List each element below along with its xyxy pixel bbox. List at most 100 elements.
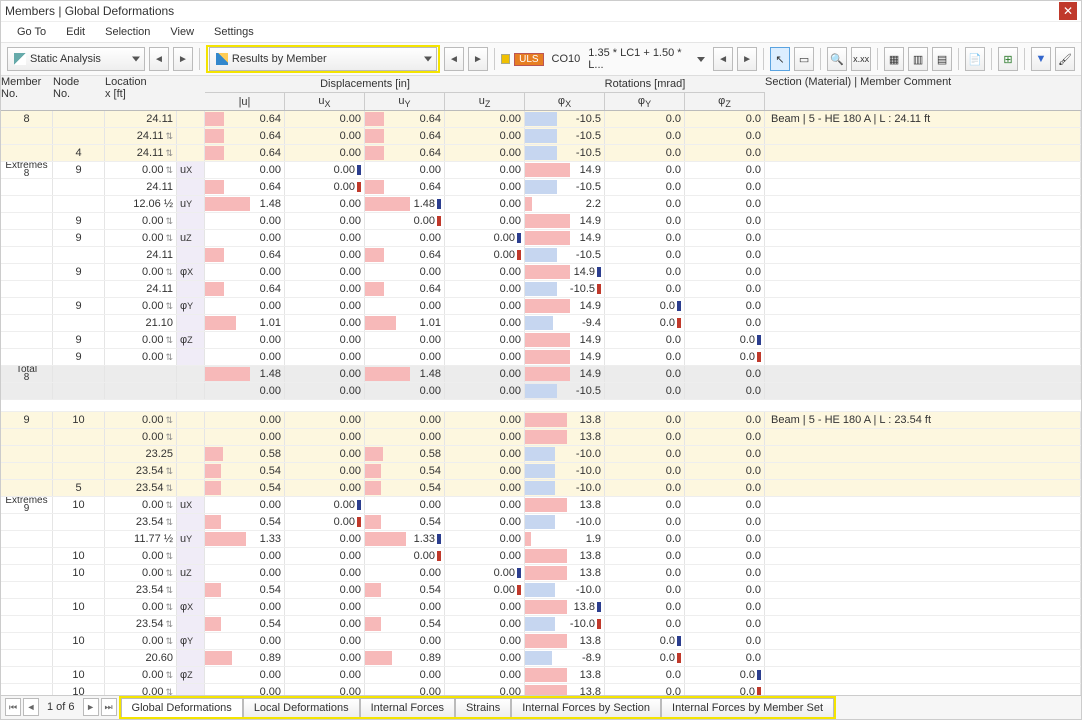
- ux-cell: 0.00: [285, 497, 365, 513]
- prev-page-button[interactable]: ◄: [23, 698, 39, 716]
- py-cell: 0.0: [605, 548, 685, 564]
- excel-export-icon[interactable]: ⊞: [998, 47, 1018, 71]
- table-row[interactable]: 0.00 ⇅0.000.000.000.0013.80.00.0: [1, 429, 1081, 446]
- table-row[interactable]: 23.54 ⇅0.540.000.540.00-10.00.00.0: [1, 463, 1081, 480]
- px-cell: 13.8: [525, 599, 605, 615]
- uz-cell: 0.00: [445, 480, 525, 496]
- layout3-icon[interactable]: ▤: [932, 47, 952, 71]
- report-icon[interactable]: 📄: [965, 47, 985, 71]
- table-row[interactable]: 100.00 ⇅φY0.000.000.000.0013.80.00.0: [1, 633, 1081, 650]
- paint-icon[interactable]: 🖌: [1055, 47, 1075, 71]
- grid-header: MemberNo. NodeNo. Locationx [ft] Displac…: [1, 76, 1081, 111]
- table-row[interactable]: Extremes9100.00 ⇅uX0.000.000.000.0013.80…: [1, 497, 1081, 514]
- menu-settings[interactable]: Settings: [206, 24, 262, 40]
- table-row[interactable]: 9100.00 ⇅0.000.000.000.0013.80.00.0Beam …: [1, 412, 1081, 429]
- layout1-icon[interactable]: ▦: [884, 47, 904, 71]
- menu-view[interactable]: View: [162, 24, 202, 40]
- location-cell: 0.00 ⇅: [105, 162, 177, 178]
- uy-cell: 0.00: [365, 162, 445, 178]
- next-analysis-button[interactable]: ►: [173, 47, 193, 71]
- find-tool-icon[interactable]: 🔍: [827, 47, 847, 71]
- analysis-type-select[interactable]: Static Analysis: [7, 47, 145, 71]
- location-cell: 0.00 ⇅: [105, 497, 177, 513]
- tab-global-deformations[interactable]: Global Deformations: [121, 698, 243, 717]
- table-row[interactable]: 24.11 ⇅0.640.000.640.00-10.50.00.0: [1, 128, 1081, 145]
- location-cell: 0.00 ⇅: [105, 633, 177, 649]
- table-row[interactable]: 90.00 ⇅φX0.000.000.000.0014.90.00.0: [1, 264, 1081, 281]
- table-row[interactable]: Total81.480.001.480.0014.90.00.0: [1, 366, 1081, 383]
- row-label-cell: uZ: [177, 230, 205, 246]
- px-cell: 13.8: [525, 548, 605, 564]
- table-row[interactable]: 523.54 ⇅0.540.000.540.00-10.00.00.0: [1, 480, 1081, 497]
- table-row[interactable]: 90.00 ⇅0.000.000.000.0014.90.00.0: [1, 349, 1081, 366]
- table-row[interactable]: 90.00 ⇅0.000.000.000.0014.90.00.0: [1, 213, 1081, 230]
- table-row[interactable]: 100.00 ⇅uZ0.000.000.000.0013.80.00.0: [1, 565, 1081, 582]
- next-result-button[interactable]: ►: [468, 47, 488, 71]
- table-row[interactable]: Extremes890.00 ⇅uX0.000.000.000.0014.90.…: [1, 162, 1081, 179]
- prev-combo-button[interactable]: ◄: [713, 47, 733, 71]
- tab-internal-forces[interactable]: Internal Forces: [360, 698, 455, 717]
- decimals-tool-icon[interactable]: x.xx: [851, 47, 871, 71]
- close-button[interactable]: ✕: [1059, 2, 1077, 20]
- table-row[interactable]: 424.11 ⇅0.640.000.640.00-10.50.00.0: [1, 145, 1081, 162]
- pointer-tool-icon[interactable]: ↖: [770, 47, 790, 71]
- select-tool-icon[interactable]: ▭: [794, 47, 814, 71]
- first-page-button[interactable]: ⏮: [5, 698, 21, 716]
- table-row[interactable]: 21.101.010.001.010.00-9.40.00.0: [1, 315, 1081, 332]
- member-cell: [1, 247, 53, 263]
- uz-cell: 0.00: [445, 315, 525, 331]
- tab-local-deformations[interactable]: Local Deformations: [243, 698, 360, 717]
- u-cell: 1.01: [205, 315, 285, 331]
- table-row[interactable]: 24.110.640.000.640.00-10.50.00.0: [1, 247, 1081, 264]
- next-page-button[interactable]: ►: [83, 698, 99, 716]
- member-cell: [1, 230, 53, 246]
- px-cell: -8.9: [525, 650, 605, 666]
- table-row[interactable]: 11.77 ½uY1.330.001.330.001.90.00.0: [1, 531, 1081, 548]
- px-cell: -10.0: [525, 616, 605, 632]
- grid-body[interactable]: 824.110.640.000.640.00-10.50.00.0Beam | …: [1, 111, 1081, 695]
- tab-strains[interactable]: Strains: [455, 698, 511, 717]
- uy-cell: 0.64: [365, 247, 445, 263]
- table-row[interactable]: 23.54 ⇅0.540.000.540.00-10.00.00.0: [1, 582, 1081, 599]
- table-row[interactable]: 0.000.000.000.00-10.50.00.0: [1, 383, 1081, 400]
- table-row[interactable]: 100.00 ⇅φZ0.000.000.000.0013.80.00.0: [1, 667, 1081, 684]
- prev-result-button[interactable]: ◄: [444, 47, 464, 71]
- results-by-select[interactable]: Results by Member: [209, 47, 437, 71]
- table-row[interactable]: 100.00 ⇅0.000.000.000.0013.80.00.0: [1, 548, 1081, 565]
- table-row[interactable]: 90.00 ⇅uZ0.000.000.000.0014.90.00.0: [1, 230, 1081, 247]
- member-cell: [1, 298, 53, 314]
- table-row[interactable]: 24.110.640.000.640.00-10.50.00.0: [1, 281, 1081, 298]
- location-cell: [105, 366, 177, 382]
- px-cell: 14.9: [525, 332, 605, 348]
- ux-cell: 0.00: [285, 463, 365, 479]
- table-row[interactable]: 100.00 ⇅φX0.000.000.000.0013.80.00.0: [1, 599, 1081, 616]
- table-row[interactable]: 20.600.890.000.890.00-8.90.00.0: [1, 650, 1081, 667]
- table-row[interactable]: 100.00 ⇅0.000.000.000.0013.80.00.0: [1, 684, 1081, 695]
- prev-analysis-button[interactable]: ◄: [149, 47, 169, 71]
- row-label-cell: uX: [177, 497, 205, 513]
- menu-selection[interactable]: Selection: [97, 24, 158, 40]
- table-row[interactable]: 24.110.640.000.640.00-10.50.00.0: [1, 179, 1081, 196]
- uz-cell: 0.00: [445, 128, 525, 144]
- menu-goto[interactable]: Go To: [9, 24, 54, 40]
- row-label-cell: [177, 616, 205, 632]
- last-page-button[interactable]: ⏭: [101, 698, 117, 716]
- tab-internal-forces-by-section[interactable]: Internal Forces by Section: [511, 698, 661, 717]
- location-cell: 0.00 ⇅: [105, 565, 177, 581]
- table-row[interactable]: 23.54 ⇅0.540.000.540.00-10.00.00.0: [1, 616, 1081, 633]
- filter-icon[interactable]: ▼: [1031, 47, 1051, 71]
- uy-cell: 0.00: [365, 548, 445, 564]
- u-cell: 0.00: [205, 412, 285, 428]
- table-row[interactable]: 12.06 ½uY1.480.001.480.002.20.00.0: [1, 196, 1081, 213]
- table-row[interactable]: 90.00 ⇅φY0.000.000.000.0014.90.00.0: [1, 298, 1081, 315]
- table-row[interactable]: 824.110.640.000.640.00-10.50.00.0Beam | …: [1, 111, 1081, 128]
- menu-edit[interactable]: Edit: [58, 24, 93, 40]
- tab-internal-forces-by-member-set[interactable]: Internal Forces by Member Set: [661, 698, 834, 717]
- node-cell: [53, 650, 105, 666]
- table-row[interactable]: 23.54 ⇅0.540.000.540.00-10.00.00.0: [1, 514, 1081, 531]
- layout2-icon[interactable]: ▥: [908, 47, 928, 71]
- footer-bar: ⏮ ◄ 1 of 6 ► ⏭ Global DeformationsLocal …: [1, 695, 1081, 719]
- table-row[interactable]: 90.00 ⇅φZ0.000.000.000.0014.90.00.0: [1, 332, 1081, 349]
- table-row[interactable]: 23.250.580.000.580.00-10.00.00.0: [1, 446, 1081, 463]
- next-combo-button[interactable]: ►: [737, 47, 757, 71]
